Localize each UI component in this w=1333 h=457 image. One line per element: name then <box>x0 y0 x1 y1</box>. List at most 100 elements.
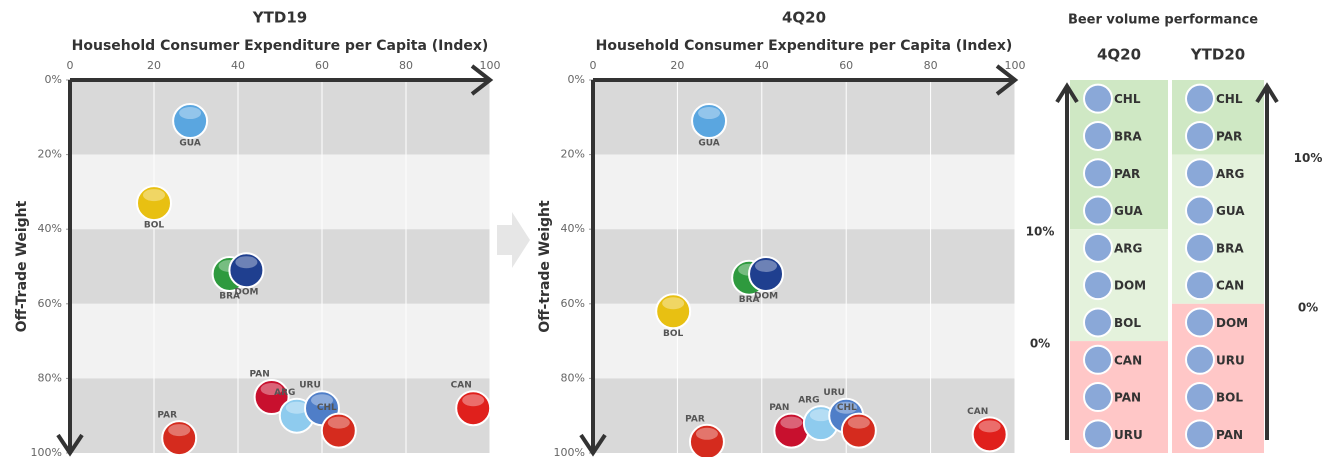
y-tick-label: 60% <box>561 297 585 310</box>
point-label: GUA <box>698 139 719 149</box>
y-tick-label: 60% <box>38 297 62 310</box>
bubble-shine <box>179 107 202 120</box>
column-header: YTD20 <box>1190 46 1245 64</box>
country-code: BOL <box>1114 316 1141 330</box>
y-axis-arrow <box>579 80 607 457</box>
country-code: CHL <box>1216 92 1243 106</box>
x-tick-label: 20 <box>147 59 161 72</box>
country-bubble <box>688 423 725 457</box>
bubble-shine <box>168 424 191 437</box>
chart-title: 4Q20 <box>782 9 826 27</box>
rank-arrow <box>1255 82 1279 440</box>
y-axis-label: Off-Trade Weight <box>14 200 30 332</box>
country-code: DOM <box>1114 279 1146 293</box>
country-code: ARG <box>1114 241 1142 255</box>
flag-icon <box>1083 344 1113 375</box>
plot-band <box>70 229 490 304</box>
country-code: ARG <box>1216 167 1244 181</box>
threshold-label: 0% <box>1030 337 1050 351</box>
y-tick-label: 20% <box>38 148 62 161</box>
country-code: DOM <box>1216 316 1248 330</box>
country-bubble <box>161 420 198 457</box>
threshold-label: 10% <box>1294 151 1323 165</box>
flag-icon <box>1185 158 1215 189</box>
x-axis-label: Household Consumer Expenditure per Capit… <box>596 38 1013 54</box>
flag-icon <box>1185 195 1215 226</box>
country-bubble <box>320 412 357 449</box>
column-header: 4Q20 <box>1097 46 1141 64</box>
country-code: GUA <box>1114 204 1143 218</box>
flag-icon <box>1083 382 1113 413</box>
country-code: CAN <box>1216 279 1244 293</box>
country-bubble <box>455 390 492 427</box>
flag-icon <box>1185 344 1215 375</box>
x-tick-label: 80 <box>399 59 413 72</box>
chart-title: YTD19 <box>252 9 307 27</box>
y-tick-label: 20% <box>561 148 585 161</box>
x-axis-label: Household Consumer Expenditure per Capit… <box>72 38 489 54</box>
y-tick-label: 100% <box>31 446 62 457</box>
point-label: PAN <box>769 403 789 413</box>
point-label: BRA <box>739 295 760 305</box>
country-bubble <box>748 255 785 292</box>
point-label: BOL <box>663 329 684 339</box>
bubble-shine <box>327 416 350 429</box>
flag-icon <box>1083 83 1113 114</box>
country-code: PAR <box>1216 129 1242 143</box>
flag-icon <box>1083 270 1113 301</box>
country-code: CHL <box>1114 92 1141 106</box>
bubble-shine <box>260 383 283 396</box>
flag-icon <box>1185 120 1215 151</box>
point-label: ARG <box>274 388 295 398</box>
x-axis-arrow <box>593 64 1019 96</box>
bubble-shine <box>662 297 685 310</box>
point-label: PAR <box>157 411 177 421</box>
bubble-shine <box>835 401 858 414</box>
plot-band <box>70 303 490 379</box>
bubble-shine <box>695 427 718 440</box>
country-code: PAN <box>1216 428 1243 442</box>
x-tick-label: 0 <box>590 59 597 72</box>
y-axis-arrow <box>56 80 84 457</box>
plot-band <box>593 80 1015 155</box>
ranking-title: Beer volume performance <box>1068 13 1258 28</box>
y-tick-label: 80% <box>561 371 585 384</box>
x-tick-label: 80 <box>924 59 938 72</box>
x-tick-label: 60 <box>315 59 329 72</box>
flag-icon <box>1083 307 1113 338</box>
flag-icon <box>1185 382 1215 413</box>
transition-arrow <box>497 212 530 268</box>
bubble-shine <box>847 416 870 429</box>
point-label: URU <box>299 381 321 391</box>
country-bubble <box>655 293 692 330</box>
y-tick-label: 0% <box>45 73 62 86</box>
flag-icon <box>1185 307 1215 338</box>
country-code: PAN <box>1114 391 1141 405</box>
country-bubble <box>136 185 172 222</box>
plot-band <box>70 154 490 230</box>
point-label: CAN <box>967 407 988 417</box>
x-tick-label: 100 <box>480 59 501 72</box>
bubble-shine <box>143 189 165 202</box>
flag-icon <box>1185 232 1215 263</box>
y-tick-label: 40% <box>38 222 62 235</box>
point-label: CHL <box>317 403 337 413</box>
country-bubble <box>691 103 728 140</box>
plot-band <box>593 229 1015 304</box>
rank-arrow <box>1055 82 1079 440</box>
country-code: BRA <box>1114 129 1142 143</box>
point-label: GUA <box>179 139 200 149</box>
country-code: BOL <box>1216 391 1243 405</box>
y-tick-label: 100% <box>554 446 585 457</box>
x-tick-label: 40 <box>231 59 245 72</box>
point-label: DOM <box>234 288 258 298</box>
flag-icon <box>1083 195 1113 226</box>
point-label: URU <box>823 388 845 398</box>
bubble-shine <box>235 256 258 269</box>
flag-icon <box>1083 419 1113 450</box>
x-tick-label: 20 <box>670 59 684 72</box>
country-bubble <box>172 103 209 140</box>
threshold-label: 10% <box>1026 225 1055 239</box>
x-tick-label: 60 <box>839 59 853 72</box>
bubble-shine <box>978 420 1001 433</box>
